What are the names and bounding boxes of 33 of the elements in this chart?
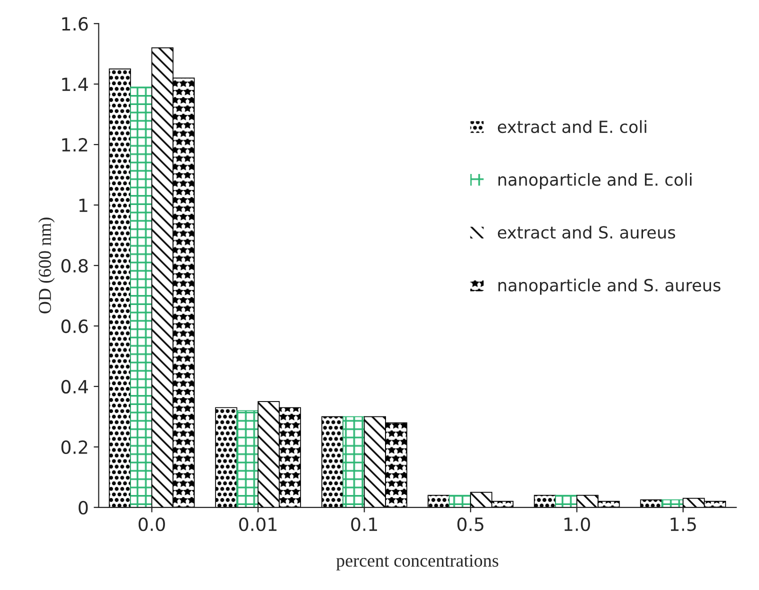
y-tick-label: 0.6 (61, 319, 88, 334)
legend-label: nanoparticle and E. coli (498, 172, 692, 190)
y-tick-label: 0.4 (61, 380, 88, 394)
legend-label: extract and E. coli (498, 120, 646, 134)
y-tick-label: 1.2 (62, 138, 88, 152)
bar (342, 416, 365, 508)
bar (640, 499, 662, 508)
y-tick-label: 1 (79, 198, 88, 212)
y-tick-label: 0.8 (61, 258, 88, 273)
y-tick-label: 0 (78, 500, 88, 515)
x-tick-label: 1.0 (564, 517, 590, 532)
y-tick-label: 0.2 (61, 440, 88, 454)
x-axis-title: percent concentrations (336, 554, 498, 570)
x-tick-label: 0.01 (239, 517, 276, 532)
y-tick-label: 1.4 (62, 78, 88, 91)
y-tick-label: 1.6 (62, 17, 88, 31)
bar (428, 494, 450, 508)
bar (236, 410, 258, 508)
bar (448, 494, 471, 508)
x-tick-label: 0.5 (457, 517, 484, 532)
x-tick-label: 0.0 (138, 517, 165, 532)
y-axis-title: OD (600 nm) (38, 218, 55, 314)
legend-label: nanoparticle and S. aureus (498, 278, 720, 295)
bar (661, 499, 684, 508)
legend-label: extract and S. aureus (498, 226, 676, 239)
bar (108, 68, 131, 508)
bar (555, 494, 578, 508)
x-tick-label: 0.1 (351, 517, 378, 532)
x-tick-label: 1.5 (670, 518, 696, 532)
bar (534, 494, 556, 508)
bar (130, 86, 152, 508)
bar (215, 407, 238, 508)
bar (321, 416, 344, 508)
